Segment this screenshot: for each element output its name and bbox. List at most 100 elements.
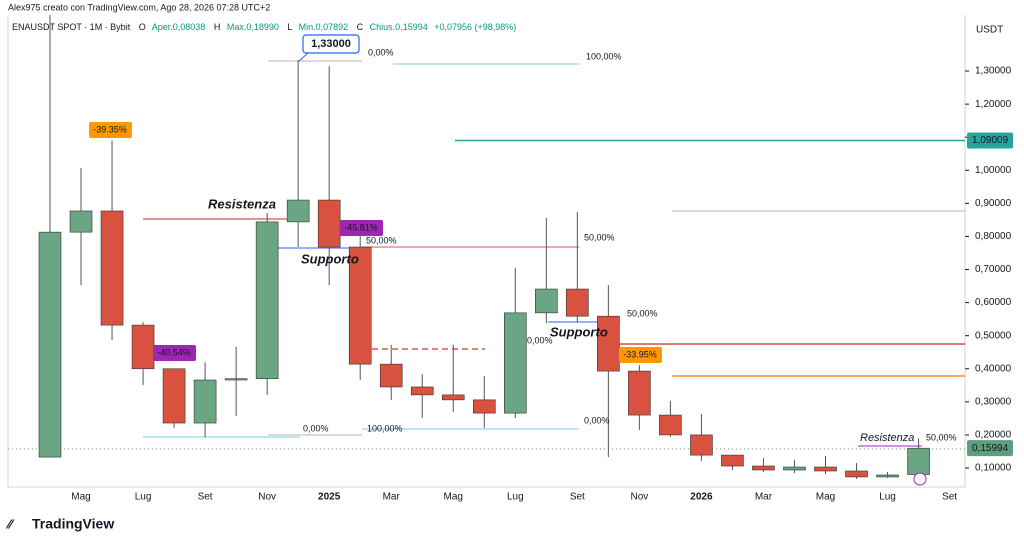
fib-label: 0,00% (584, 415, 610, 425)
percent-tag: -40.54% (157, 347, 191, 357)
x-tick-label: Mar (755, 492, 773, 503)
price-label-bg (967, 132, 1013, 149)
y-tick-label: 1,30000 (975, 66, 1012, 77)
x-tick-label: Mag (71, 492, 90, 503)
price-label: 1,09009 (972, 135, 1009, 146)
fib-label: 50,00% (627, 308, 658, 318)
annotation: Supporto (550, 324, 608, 339)
x-tick-label: Set (942, 492, 957, 503)
candle-body (348, 246, 372, 365)
candle-body (441, 394, 465, 401)
percent-tags: -39.35% -40.54% -45.81% -33.95% 1,33000 (89, 34, 662, 363)
x-tick-label: Mag (816, 492, 835, 503)
candle-body (410, 386, 434, 396)
fib-labels: 0,00% 100,00% 50,00% 50,00% 0,00% 50,00%… (303, 47, 957, 442)
candle-body (814, 466, 837, 472)
candle-body (100, 210, 124, 326)
low-val: Min.0,07892 (299, 22, 349, 32)
high-val: Max.0,18990 (227, 22, 279, 32)
candle-body (876, 474, 899, 478)
change-val: +0,07956 (+98,98%) (434, 22, 516, 32)
candle-body (503, 312, 527, 414)
candle-body (628, 370, 651, 416)
percent-tag: -45.81% (344, 222, 378, 232)
percent-tag: -33.95% (623, 349, 657, 359)
h-key: H (214, 22, 221, 32)
candle-body (69, 210, 93, 233)
y-tick-label: 0,90000 (975, 198, 1012, 209)
candle-body (659, 414, 682, 436)
callout-pointer (298, 52, 309, 62)
fib-label: 0,00% (368, 47, 394, 57)
y-tick-label: 0,30000 (975, 396, 1012, 407)
candle-body (752, 465, 775, 471)
candle-body (224, 378, 248, 381)
candle-body (162, 368, 186, 424)
fib-label: 0,00% (527, 335, 553, 345)
logo: TradingView (32, 516, 114, 532)
fib-label: 100,00% (586, 51, 622, 61)
candle-body (566, 288, 589, 317)
y-tick-label: 1,00000 (975, 165, 1012, 176)
l-key: L (287, 22, 292, 32)
candle-body (907, 447, 930, 475)
y-tick-label: 0,10000 (975, 463, 1012, 474)
y-tick-label: 0,70000 (975, 264, 1012, 275)
price-label-bg (967, 440, 1013, 457)
fib-label: 0,00% (303, 423, 329, 433)
x-tick-label: Lug (135, 492, 152, 503)
candle-body (379, 363, 403, 388)
candle-body (131, 324, 155, 370)
candle-body (317, 199, 341, 248)
tag-bg (89, 122, 132, 138)
tag-bg (619, 347, 662, 363)
x-tick-label: Set (570, 492, 585, 503)
currency: USDT (976, 25, 1003, 36)
y-tick-label: 0,20000 (975, 430, 1012, 441)
y-tick-label: 0,50000 (975, 330, 1012, 341)
candle-body (783, 466, 806, 471)
y-tick-label: 1,20000 (975, 99, 1012, 110)
x-tick-label: Set (198, 492, 213, 503)
logo-mark: ⁄⁄ (5, 516, 15, 531)
header: ENAUSDT SPOT · 1M · Bybit O Aper.0,08038… (12, 22, 516, 32)
event-icon (913, 472, 927, 486)
candle-body (721, 454, 744, 467)
x-tick-label: Mag (444, 492, 463, 503)
x-tick-label: 2026 (690, 492, 713, 503)
close-val: Chius.0,15994 (370, 22, 428, 32)
x-tick-label: Nov (258, 492, 276, 503)
price-label: 0,15994 (972, 443, 1009, 454)
x-tick-label: Lug (879, 492, 896, 503)
candle-body (845, 470, 868, 478)
symbol: ENAUSDT SPOT · 1M · Bybit (12, 22, 131, 32)
annotation: Supporto (301, 251, 359, 266)
y-tick-label: 0,80000 (975, 231, 1012, 242)
open-val: Aper.0,08038 (152, 22, 206, 32)
candle-body (472, 399, 496, 414)
fib-label: 50,00% (926, 432, 957, 442)
annotation: Resistenza (860, 432, 914, 444)
candle-body (286, 199, 310, 223)
callout: 1,33000 (311, 38, 351, 50)
fib-label: 100,00% (367, 423, 403, 433)
candle-body (535, 288, 558, 314)
drawings (8, 60, 965, 450)
candle-body (193, 379, 217, 424)
x-tick-label: 2025 (318, 492, 341, 503)
annotation: Resistenza (208, 196, 276, 211)
tag-bg (153, 345, 196, 361)
o-key: O (139, 22, 146, 32)
candle-body (38, 231, 62, 458)
percent-tag: -39.35% (93, 124, 127, 134)
watermark: Alex975 creato con TradingView.com, Ago … (8, 2, 270, 12)
fib-label: 50,00% (366, 235, 397, 245)
callout-box (302, 34, 360, 54)
x-tick-label: Lug (507, 492, 524, 503)
y-tick-label: 0,40000 (975, 363, 1012, 374)
fib-label: 50,00% (584, 232, 615, 242)
c-key: C (357, 22, 364, 32)
